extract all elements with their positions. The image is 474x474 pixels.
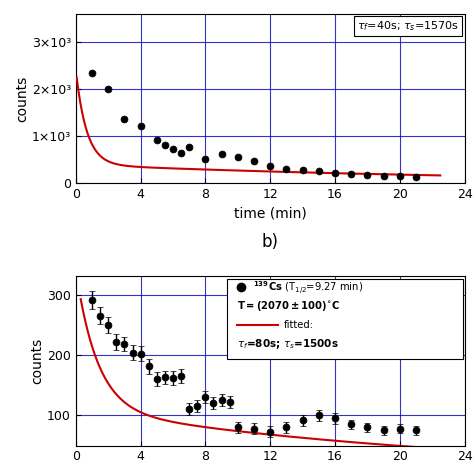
Text: $\mathbf{T=(2070\pm100)^{\circ}C}$: $\mathbf{T=(2070\pm100)^{\circ}C}$	[237, 299, 340, 313]
Text: b): b)	[262, 233, 279, 251]
Text: $\tau_f$=80s; $\tau_s$=1500s: $\tau_f$=80s; $\tau_s$=1500s	[237, 337, 339, 351]
Text: $\tau_f$=40s; $\tau_s$=1570s: $\tau_f$=40s; $\tau_s$=1570s	[357, 19, 459, 33]
Text: $\mathbf{^{139}Cs}$ (T$_{1/2}$=9.27 min): $\mathbf{^{139}Cs}$ (T$_{1/2}$=9.27 min)	[253, 279, 363, 296]
Text: fitted:: fitted:	[284, 319, 314, 329]
Y-axis label: counts: counts	[30, 338, 45, 384]
Y-axis label: counts: counts	[15, 76, 29, 122]
X-axis label: time (min): time (min)	[234, 207, 307, 221]
FancyBboxPatch shape	[228, 279, 463, 359]
